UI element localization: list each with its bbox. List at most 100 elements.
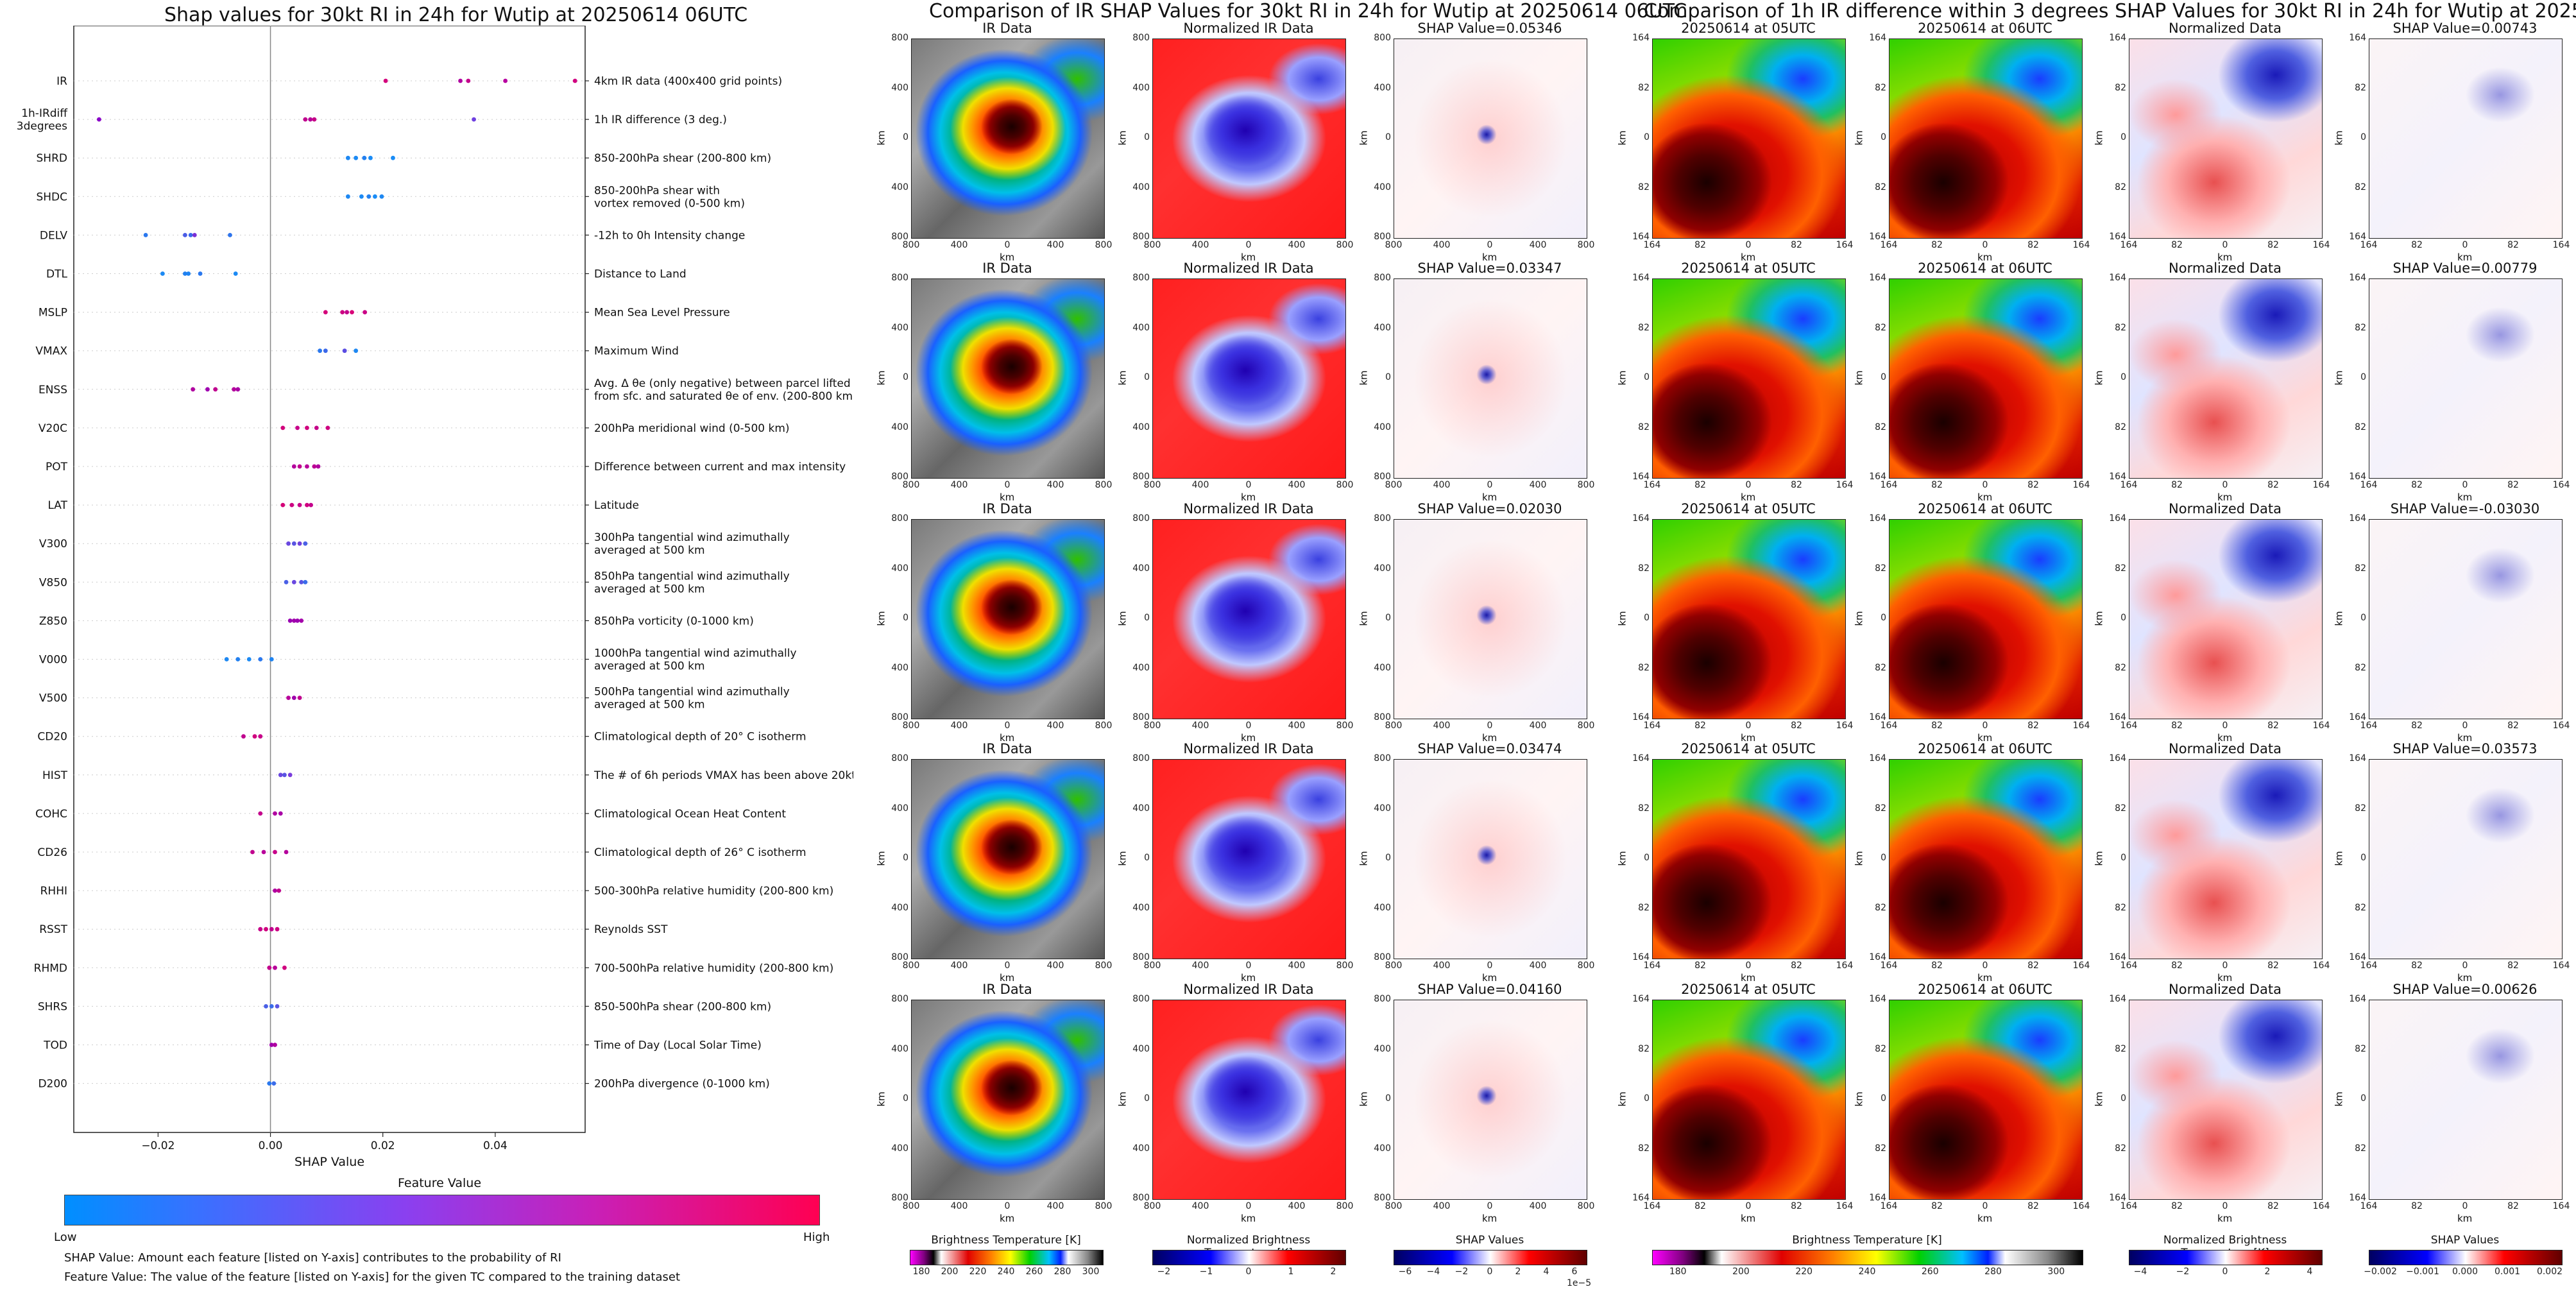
y-axis-label: km: [2333, 130, 2345, 146]
shap-point: [346, 155, 350, 160]
shap-point: [271, 1081, 277, 1086]
y-tick-label: 0: [1144, 613, 1150, 623]
x-axis-label: km: [1741, 491, 1756, 503]
feature-code-label: SHRD: [37, 152, 67, 165]
y-tick-label: 82: [2115, 322, 2126, 333]
y-tick-label: 164: [2109, 273, 2126, 283]
x-tick-label: 400: [1433, 721, 1451, 731]
x-tick-label: 82: [1694, 480, 1706, 490]
y-tick-label: 164: [1869, 994, 1886, 1004]
shap-point: [391, 155, 395, 160]
y-axis-label: km: [875, 611, 887, 626]
shap-point: [269, 1043, 274, 1047]
x-tick-label: 82: [2411, 480, 2423, 490]
y-tick-label: 800: [1132, 232, 1150, 242]
colorbar-high-label: High: [803, 1231, 830, 1244]
image-panel: [1652, 519, 1846, 719]
shap-point: [303, 117, 308, 122]
x-tick-label: 82: [2411, 240, 2423, 250]
y-axis-label: km: [1853, 370, 1865, 386]
x-tick-label: 82: [1931, 1201, 1943, 1211]
feature-description-label: 850-200hPa shear (200-800 km): [594, 152, 771, 165]
y-tick-label: 0: [1144, 132, 1150, 142]
x-axis-label: km: [1241, 1213, 1256, 1224]
shap-point: [282, 965, 287, 970]
shap-point: [264, 1004, 268, 1009]
x-tick-label: 400: [1288, 960, 1306, 971]
footnote-shap-value: SHAP Value: Amount each feature [listed …: [64, 1251, 561, 1265]
x-axis-label: km: [1241, 252, 1256, 263]
feature-description-label: Climatological depth of 26° C isotherm: [594, 846, 806, 859]
x-tick-label: 0: [1487, 721, 1493, 731]
colorbar-tick-label: 280: [1053, 1267, 1071, 1277]
y-tick-label: 82: [1875, 1143, 1886, 1154]
y-tick-label: 0: [2360, 132, 2366, 142]
image-panel: [1394, 1000, 1587, 1200]
panel-title: Normalized IR Data: [1183, 21, 1314, 36]
colorbar-tick-label: −2: [1157, 1267, 1171, 1277]
left-chart-title: Shap values for 30kt RI in 24h for Wutip…: [164, 4, 748, 26]
x-tick-label: 82: [1694, 960, 1706, 971]
panel-title: IR Data: [982, 501, 1032, 516]
image-panel: [2369, 1000, 2563, 1200]
x-tick-label: 0: [1245, 960, 1252, 971]
y-tick-label: 82: [2115, 563, 2126, 574]
shap-point: [291, 696, 296, 700]
x-axis-label: km: [1482, 1213, 1497, 1224]
feature-code-label: V500: [39, 692, 67, 705]
colorbar-tick-label: −0.001: [2406, 1267, 2439, 1277]
y-tick-label: 800: [891, 513, 908, 524]
y-tick-label: 0: [2360, 853, 2366, 863]
y-tick-label: 164: [2349, 753, 2366, 764]
y-tick-label: 164: [2349, 273, 2366, 283]
feature-code-label: MSLP: [38, 307, 67, 320]
shap-point: [379, 194, 384, 199]
shap-point: [373, 194, 377, 199]
x-tick-label: 0.00: [259, 1140, 283, 1152]
panel-title: IR Data: [982, 741, 1032, 756]
x-tick-label: 400: [1191, 240, 1209, 250]
x-tick-label: 400: [1433, 960, 1451, 971]
colorbar-tick-label: 0.000: [2452, 1267, 2478, 1277]
x-tick-label: 164: [1643, 721, 1661, 731]
image-panel: [1152, 1000, 1346, 1200]
y-axis-label: km: [1616, 130, 1628, 146]
y-tick-label: 400: [891, 1143, 908, 1154]
colorbar-tick-label: −2: [1454, 1267, 1469, 1277]
y-tick-label: 800: [1132, 273, 1150, 283]
y-axis-label: km: [2333, 611, 2345, 626]
shap-point: [233, 271, 238, 276]
panel-title: Normalized IR Data: [1183, 260, 1314, 276]
y-tick-label: 400: [891, 563, 908, 574]
x-tick-label: 0: [2462, 960, 2468, 971]
x-tick-label: 400: [1529, 240, 1547, 250]
feature-description-label: The # of 6h periods VMAX has been above …: [593, 769, 853, 782]
y-tick-label: 164: [2109, 994, 2126, 1004]
image-panel: [911, 759, 1105, 959]
y-tick-label: 800: [891, 952, 908, 962]
colorbar-tick-label: 300: [1082, 1267, 1100, 1277]
panel-title: SHAP Value=0.03347: [1417, 260, 1562, 276]
feature-description-label: 200hPa meridional wind (0-500 km): [594, 422, 790, 435]
x-tick-label: 164: [1836, 721, 1854, 731]
panel-title: 20250614 at 05UTC: [1681, 501, 1816, 516]
y-tick-label: 400: [1132, 662, 1150, 673]
shap-point: [252, 734, 257, 739]
panel-title: 20250614 at 06UTC: [1918, 260, 2052, 276]
x-axis-label: km: [1482, 491, 1497, 503]
feature-code-label: V20C: [38, 422, 67, 435]
shap-point: [299, 579, 304, 585]
feature-description-label: Distance to Land: [594, 268, 687, 281]
y-tick-label: 800: [1374, 753, 1391, 764]
x-tick-label: 82: [2507, 480, 2519, 490]
shap-point: [305, 425, 309, 431]
y-tick-label: 800: [891, 33, 908, 43]
feature-description-label: -12h to 0h Intensity change: [594, 229, 745, 242]
y-tick-label: 82: [1875, 902, 1886, 913]
shap-point: [275, 926, 280, 932]
y-tick-label: 82: [1638, 1143, 1650, 1154]
panel-title: Normalized Data: [2169, 741, 2282, 756]
x-axis-label: km: [1000, 1213, 1015, 1224]
feature-description-label: Difference between current and max inten…: [594, 461, 846, 474]
image-panel: [1889, 1000, 2083, 1200]
